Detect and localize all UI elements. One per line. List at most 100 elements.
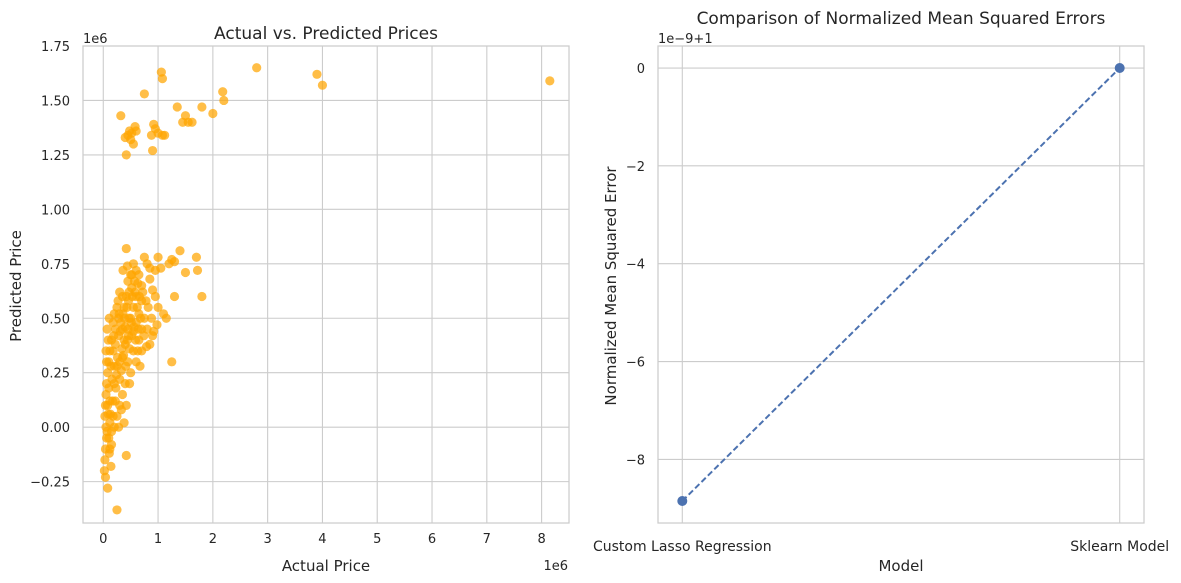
line-chart-title: Comparison of Normalized Mean Squared Er… xyxy=(697,9,1106,29)
scatter-point xyxy=(114,422,124,432)
scatter-point xyxy=(113,296,123,306)
scatter-point xyxy=(121,150,131,160)
line-series xyxy=(677,63,1125,506)
scatter-point xyxy=(111,383,121,393)
scatter-y-tick-label: −0.25 xyxy=(30,476,70,491)
line-series-path xyxy=(681,67,1121,502)
scatter-point xyxy=(192,265,203,275)
scatter-point xyxy=(252,63,262,73)
scatter-y-tick-label: 0.00 xyxy=(41,421,70,436)
scatter-point xyxy=(143,302,153,312)
scatter-point xyxy=(133,278,143,289)
scatter-chart: Actual vs. Predicted Prices 1e6 1e6 Actu… xyxy=(7,24,570,575)
scatter-point xyxy=(122,261,132,271)
scatter-point xyxy=(130,335,141,345)
scatter-x-offset-text: 1e6 xyxy=(543,559,568,574)
scatter-chart-title: Actual vs. Predicted Prices xyxy=(214,24,438,44)
scatter-x-tick-label: 0 xyxy=(99,532,107,547)
scatter-points xyxy=(99,63,555,515)
scatter-point xyxy=(197,102,207,112)
line-y-tick-label: 0 xyxy=(637,62,645,77)
scatter-x-tick-label: 2 xyxy=(209,532,217,547)
scatter-point xyxy=(180,267,191,278)
scatter-point xyxy=(122,302,132,312)
scatter-y-tick-label: 0.75 xyxy=(41,258,70,273)
scatter-point xyxy=(139,89,149,99)
scatter-point xyxy=(146,313,157,323)
scatter-point xyxy=(121,361,131,371)
scatter-point xyxy=(100,472,111,482)
scatter-point xyxy=(104,448,114,458)
scatter-x-tick-label: 6 xyxy=(428,532,436,547)
scatter-point xyxy=(208,108,218,119)
line-plot-frame xyxy=(657,45,1145,524)
line-y-tick-label: −2 xyxy=(626,160,645,175)
line-gridlines xyxy=(658,46,1144,523)
scatter-point xyxy=(131,291,141,302)
line-series-marker xyxy=(677,495,688,506)
scatter-point xyxy=(135,313,146,323)
scatter-point xyxy=(103,483,113,493)
scatter-point xyxy=(317,80,328,90)
scatter-point xyxy=(157,74,168,84)
scatter-x-axis-label: Actual Price xyxy=(282,557,370,575)
scatter-gridlines xyxy=(83,45,569,523)
scatter-point xyxy=(101,346,111,356)
scatter-point xyxy=(147,145,158,156)
scatter-y-tick-label: 1.25 xyxy=(41,149,70,164)
scatter-point xyxy=(101,357,112,367)
line-y-tick-label: −8 xyxy=(626,453,645,468)
scatter-point xyxy=(219,95,229,106)
scatter-point xyxy=(117,389,128,400)
scatter-y-ticks: −0.25 0.00 0.25 0.50 0.75 1.00 1.25 1.50 1.75 xyxy=(30,40,70,491)
scatter-point xyxy=(312,69,322,79)
scatter-x-tick-label: 7 xyxy=(483,532,491,547)
scatter-point xyxy=(218,87,228,97)
scatter-point xyxy=(106,439,117,450)
scatter-y-tick-label: 0.50 xyxy=(41,312,70,327)
scatter-point xyxy=(116,111,126,121)
line-series-marker xyxy=(1114,63,1125,74)
scatter-point xyxy=(139,331,149,341)
scatter-point xyxy=(150,291,160,302)
scatter-point xyxy=(121,450,131,461)
scatter-point xyxy=(145,274,155,284)
scatter-point xyxy=(138,287,148,297)
scatter-y-tick-label: 1.00 xyxy=(41,203,70,218)
scatter-point xyxy=(116,405,126,415)
scatter-y-tick-label: 1.50 xyxy=(41,94,70,109)
scatter-point xyxy=(158,309,169,319)
scatter-y-tick-label: 1.75 xyxy=(41,40,70,55)
scatter-x-tick-label: 5 xyxy=(373,532,381,547)
scatter-y-offset-text: 1e6 xyxy=(83,32,108,47)
scatter-point xyxy=(128,139,139,149)
scatter-point xyxy=(105,409,115,419)
line-y-ticks: −8 −6 −4 −2 0 xyxy=(626,62,645,468)
scatter-point xyxy=(126,318,136,328)
scatter-point xyxy=(135,361,145,371)
scatter-y-axis-label: Predicted Price xyxy=(7,230,25,342)
scatter-point xyxy=(197,291,207,302)
scatter-point xyxy=(172,102,182,112)
scatter-point xyxy=(131,126,141,136)
scatter-point xyxy=(167,357,177,367)
scatter-point xyxy=(545,76,555,86)
scatter-point xyxy=(117,324,128,334)
scatter-point xyxy=(133,346,143,356)
scatter-point xyxy=(160,130,170,140)
line-y-tick-label: −4 xyxy=(626,258,645,273)
scatter-point xyxy=(123,331,134,341)
line-x-axis-label: Model xyxy=(878,557,923,575)
scatter-point xyxy=(156,263,166,273)
scatter-point xyxy=(107,396,118,406)
scatter-point xyxy=(124,379,135,389)
scatter-x-tick-label: 4 xyxy=(318,532,326,547)
line-x-ticks: Custom Lasso Regression Sklearn Model xyxy=(593,539,1169,555)
scatter-point xyxy=(126,368,136,378)
scatter-x-tick-label: 8 xyxy=(537,532,545,547)
line-y-tick-label: −6 xyxy=(626,356,645,371)
scatter-point xyxy=(124,287,134,297)
scatter-x-tick-label: 1 xyxy=(154,532,162,547)
scatter-point xyxy=(187,117,197,127)
